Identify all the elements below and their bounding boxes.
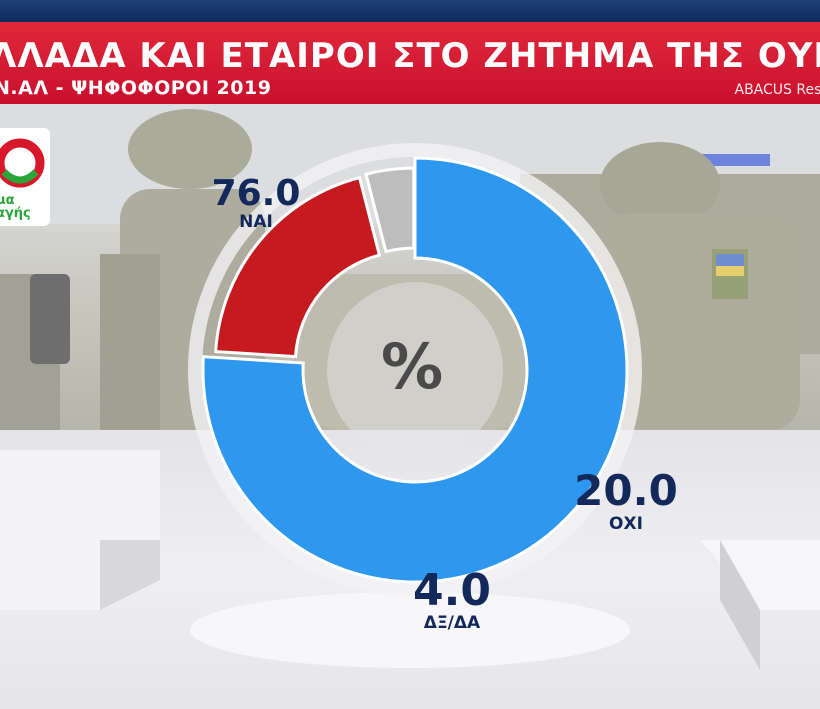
party-logo: μα αγής: [0, 128, 50, 226]
slice-dkna: [364, 166, 416, 254]
slice-no: [214, 175, 382, 359]
value-label-dkna: 4.0: [413, 565, 491, 616]
logo-text: μα αγής: [0, 193, 31, 221]
value-label-no: 20.0: [574, 466, 678, 515]
chart-subtitle: Ν.ΑΛ - ΨΗΦΟΦΟΡΟΙ 2019: [0, 77, 272, 99]
logo-mark-icon: [0, 138, 45, 188]
top-bar: [0, 0, 820, 22]
slice-yes: [201, 156, 629, 584]
donut-center: [327, 282, 503, 458]
category-label-yes: ΝΑΙ: [239, 212, 273, 232]
category-label-dkna: ΔΞ/ΔΑ: [424, 613, 481, 633]
category-label-no: ΟΧΙ: [609, 514, 643, 534]
source-label: ABACUS Rese: [734, 82, 820, 98]
chart-title: ΛΛΑΔΑ ΚΑΙ ΕΤΑΙΡΟΙ ΣΤΟ ΖΗΤΗΜΑ ΤΗΣ ΟΥΚΡΑΝΙ…: [0, 36, 820, 76]
value-label-yes: 76.0: [212, 173, 301, 214]
outer-halo: [188, 143, 642, 597]
title-banner: ΛΛΑΔΑ ΚΑΙ ΕΤΑΙΡΟΙ ΣΤΟ ΖΗΤΗΜΑ ΤΗΣ ΟΥΚΡΑΝΙ…: [0, 22, 820, 104]
center-percent-label: %: [381, 330, 443, 403]
floor-platforms: [0, 450, 820, 670]
